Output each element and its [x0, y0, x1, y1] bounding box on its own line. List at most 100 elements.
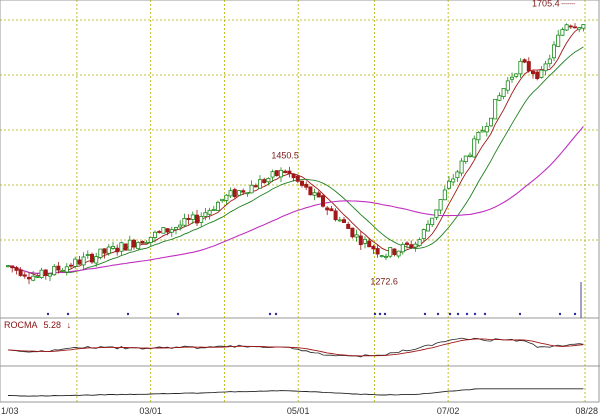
- candle: [182, 213, 187, 228]
- candle-body: [165, 228, 170, 233]
- candle-body: [531, 70, 536, 75]
- candle-body: [224, 194, 229, 201]
- indicator-panel-frame: [0, 317, 600, 403]
- candle-body: [123, 243, 128, 251]
- candle-body: [526, 61, 531, 72]
- event-marker: [558, 312, 562, 316]
- candle-body: [199, 216, 204, 223]
- candle-body: [98, 248, 103, 258]
- candle-body: [220, 198, 225, 202]
- event-markers: [46, 282, 582, 318]
- candle-body: [43, 269, 48, 276]
- candle-body: [383, 255, 388, 258]
- candle-body: [497, 95, 502, 101]
- candle-body: [203, 212, 208, 217]
- candle-body: [283, 170, 288, 173]
- candle: [556, 29, 561, 48]
- candle-body: [425, 223, 430, 232]
- price-annotation: 1450.5: [271, 151, 299, 161]
- candle: [161, 227, 166, 234]
- candle: [262, 177, 267, 184]
- rocma-line: [7, 338, 584, 357]
- candle-body: [417, 239, 422, 246]
- candle: [333, 208, 338, 222]
- candle-body: [325, 207, 330, 211]
- candle: [115, 244, 120, 256]
- candle-body: [404, 242, 409, 245]
- event-marker: [268, 312, 272, 316]
- candle: [480, 126, 485, 133]
- candle: [224, 193, 229, 205]
- candle: [308, 186, 313, 196]
- candle-body: [60, 270, 65, 272]
- candle-body: [560, 29, 565, 36]
- candle-body: [186, 218, 191, 221]
- candle-body: [438, 199, 443, 211]
- candle-body: [262, 179, 267, 184]
- candle: [497, 92, 502, 101]
- candle: [85, 250, 90, 259]
- candle: [207, 207, 212, 220]
- candle-body: [354, 234, 359, 238]
- candle-body: [241, 190, 246, 193]
- candle: [173, 226, 178, 235]
- candle: [81, 252, 86, 271]
- candle: [278, 167, 283, 183]
- candle-body: [140, 240, 145, 244]
- candle: [283, 169, 288, 174]
- candle-body: [367, 240, 372, 248]
- event-marker: [448, 312, 452, 316]
- candle: [106, 243, 111, 256]
- candle: [400, 241, 405, 255]
- candle: [568, 24, 573, 29]
- event-marker: [274, 312, 278, 316]
- candle: [396, 250, 401, 259]
- candle: [165, 228, 170, 236]
- candle-body: [152, 231, 157, 238]
- candle: [131, 238, 136, 250]
- candle: [329, 205, 334, 212]
- candle-body: [358, 235, 363, 246]
- candle-body: [270, 171, 275, 178]
- candle: [316, 190, 321, 198]
- candle-body: [161, 227, 166, 234]
- candle: [39, 267, 44, 279]
- candle-body: [48, 273, 53, 277]
- candle: [505, 77, 510, 94]
- candle-body: [316, 192, 321, 198]
- candle: [346, 221, 351, 229]
- price-panel-frame: [0, 0, 600, 319]
- x-tick-label: 03/01: [139, 406, 162, 416]
- candle: [257, 175, 262, 189]
- event-marker: [378, 312, 382, 316]
- candle: [531, 69, 536, 79]
- event-marker: [383, 312, 387, 316]
- candle: [341, 216, 346, 224]
- candle: [535, 70, 540, 81]
- candle: [123, 243, 128, 251]
- candle-body: [35, 275, 40, 278]
- candle: [388, 247, 393, 259]
- candles: [6, 23, 586, 285]
- candle-body: [26, 276, 31, 280]
- candle: [291, 173, 296, 182]
- candle: [350, 227, 355, 239]
- candle: [266, 177, 271, 186]
- candle-body: [14, 267, 19, 271]
- candle: [421, 228, 426, 243]
- candle-body: [581, 24, 586, 29]
- price-annotation: 1272.6: [370, 277, 398, 287]
- candle: [90, 252, 95, 264]
- candle-body: [430, 217, 435, 226]
- ma-mid-line: [7, 46, 584, 274]
- x-tick-label: 05/01: [287, 406, 310, 416]
- candle-body: [539, 69, 544, 78]
- candle-body: [299, 180, 304, 186]
- candle: [77, 255, 82, 265]
- candle: [455, 169, 460, 182]
- candle: [476, 131, 481, 144]
- candle: [241, 188, 246, 195]
- candle: [547, 54, 552, 68]
- candle-body: [350, 227, 355, 238]
- event-marker: [66, 312, 70, 316]
